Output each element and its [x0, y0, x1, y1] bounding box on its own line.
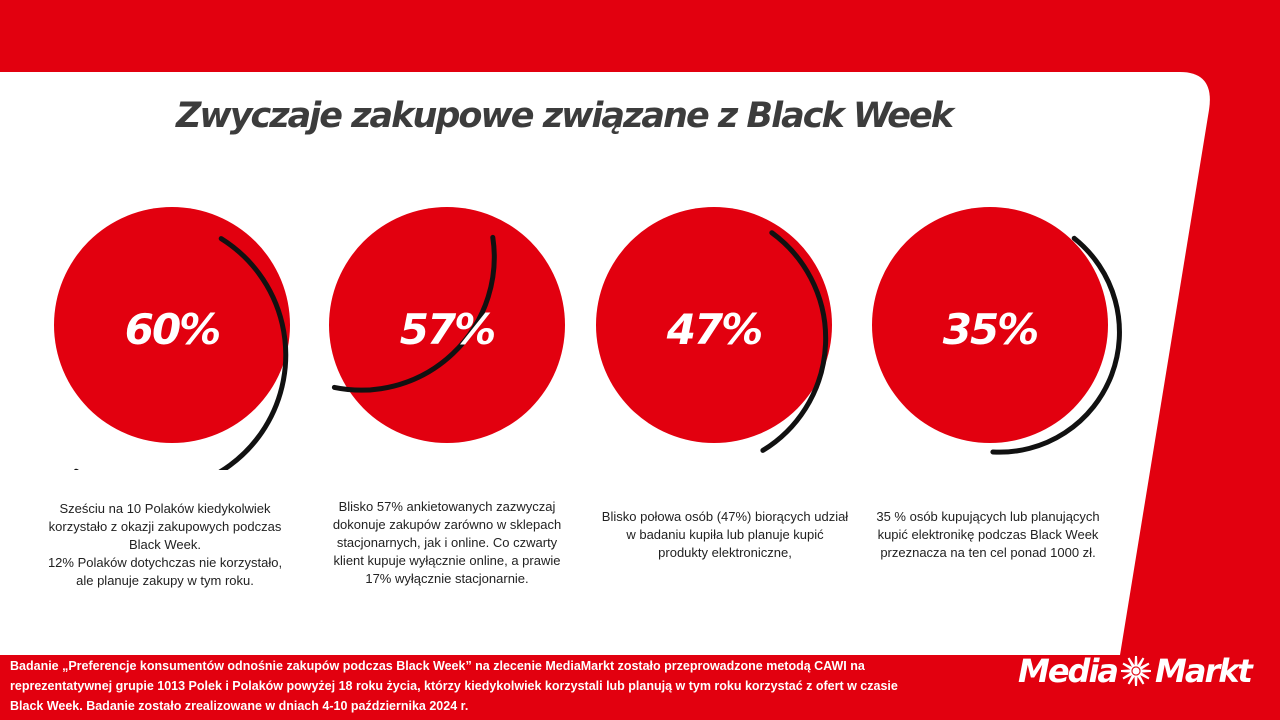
stat-circle-1 [54, 207, 290, 443]
stat-card-1: 60% [22, 200, 322, 470]
stat-value-4: 35% [942, 305, 1040, 354]
stat-card-2: 57% [297, 200, 597, 470]
logo-text-markt: Markt [1155, 652, 1253, 690]
mediamarkt-logo: Media Markt [1018, 652, 1253, 690]
stat-arc-3 [760, 230, 829, 453]
stat-description-1: Sześciu na 10 Polaków kiedykolwiek korzy… [30, 500, 300, 590]
stat-arc-4 [990, 235, 1122, 455]
description-line: produkty elektroniczne, [658, 545, 792, 560]
stat-description-2: Blisko 57% ankietowanych zazwyczaj dokon… [312, 498, 582, 588]
description-line: przeznacza na ten cel ponad 1000 zł. [880, 545, 1096, 560]
stat-arc-1 [74, 236, 289, 470]
footnote-line: Black Week. Badanie zostało zrealizowane… [10, 699, 469, 713]
description-line: 17% wyłącznie stacjonarnie. [365, 571, 529, 586]
stat-card-3: 47% [564, 200, 864, 470]
description-line: w badaniu kupiła lub planuje kupić [626, 527, 824, 542]
stat-card-4: 35% [840, 200, 1140, 470]
description-line: ale planuje zakupy w tym roku. [76, 573, 254, 588]
description-line: 12% Polaków dotychczas nie korzystało, [47, 555, 283, 570]
stat-value-1: 60% [124, 305, 222, 354]
stat-description-3: Blisko połowa osób (47%) biorących udzia… [590, 508, 860, 562]
description-line: Blisko 57% ankietowanych zazwyczaj [338, 499, 556, 514]
stat-circle-4 [872, 207, 1108, 443]
description-line: korzystało z okazji zakupowych podczas [48, 519, 282, 534]
description-line: Black Week. [128, 537, 201, 552]
mediamarkt-star-logo-icon [1121, 656, 1152, 686]
survey-footnote: Badanie „Preferencje konsumentów odnośni… [10, 656, 970, 716]
description-line: Blisko połowa osób (47%) biorących udzia… [601, 509, 849, 524]
footnote-line: Badanie „Preferencje konsumentów odnośni… [10, 659, 865, 673]
page-title: Zwyczaje zakupowe związane z Black Week [176, 96, 954, 136]
stat-arc-2 [331, 234, 497, 393]
stat-description-4: 35 % osób kupujących lub planujących kup… [853, 508, 1123, 562]
logo-text-media: Media [1018, 652, 1119, 690]
description-line: kupić elektronikę podczas Black Week [877, 527, 1099, 542]
stat-value-2: 57% [399, 305, 497, 354]
footnote-line: reprezentatywnej grupie 1013 Polek i Pol… [10, 679, 898, 693]
stat-circle-3 [596, 207, 832, 443]
stat-value-3: 47% [666, 305, 764, 354]
description-line: 35 % osób kupujących lub planujących [876, 509, 1100, 524]
description-line: klient kupuje wyłącznie online, a prawie [333, 553, 561, 568]
stat-circle-2 [329, 207, 565, 443]
description-line: stacjonarnych, jak i online. Co czwarty [336, 535, 558, 550]
description-line: Sześciu na 10 Polaków kiedykolwiek [59, 501, 271, 516]
description-line: dokonuje zakupów zarówno w sklepach [332, 517, 562, 532]
